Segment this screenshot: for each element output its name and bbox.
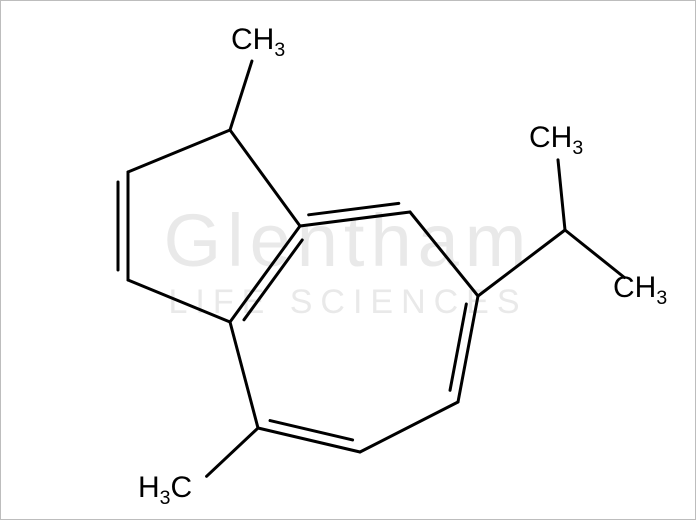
structure-canvas: { "watermark": { "line1": "Glentham", "l…: [0, 0, 696, 520]
atom-label-me1: CH3: [231, 23, 285, 62]
atom-label-ipB: CH3: [613, 271, 667, 310]
bond-layer: [0, 0, 696, 520]
atom-label-ipA: CH3: [529, 121, 583, 160]
atom-label-me4: H3C: [138, 471, 192, 510]
